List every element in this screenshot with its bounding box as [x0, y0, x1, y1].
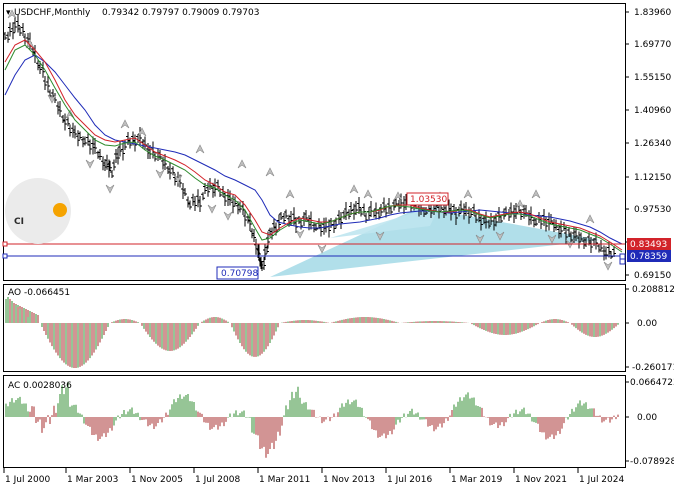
time-tick-label: 1 Nov 2021 [515, 475, 567, 485]
ao-histogram [5, 297, 619, 368]
triangle-pattern [270, 207, 600, 277]
price-tick-label: 0.69150 [634, 271, 671, 281]
fractal-marker [317, 244, 327, 254]
fractal-marker [585, 214, 595, 224]
fractal-marker [105, 184, 115, 194]
fractal-marker [120, 119, 130, 129]
price-tick-label: 1.26340 [634, 139, 671, 149]
fractal-marker [515, 199, 525, 209]
ac-tick-bottom: -0.078928 [630, 457, 674, 467]
fractal-marker [375, 231, 385, 241]
price-tick-label: 1.83960 [634, 8, 671, 18]
price-tag-red: 0.83493 [630, 240, 667, 250]
fractal-marker [463, 189, 473, 199]
ao-tick-bottom: -0.260171 [632, 363, 674, 373]
fractal-marker [47, 94, 57, 104]
ao-panel-frame [3, 284, 626, 372]
fractal-markers [7, 9, 613, 271]
fractal-marker [223, 211, 233, 221]
symbol-arrow-icon: ▾ [6, 8, 11, 18]
fractal-marker [547, 234, 557, 244]
price-tag-blue: 0.78359 [630, 252, 667, 262]
price-tag-blue-box [627, 250, 671, 262]
logo-dot-icon [53, 203, 67, 217]
price-tag-red-box [627, 238, 671, 250]
fractal-marker [7, 9, 17, 19]
broker-logo: CI [5, 178, 71, 244]
ao-tick-top: 0.208812 [632, 285, 674, 295]
fractal-marker [195, 144, 205, 154]
time-tick-label: 1 Mar 2003 [67, 475, 118, 485]
symbol-title: USDCHF,Monthly [14, 8, 91, 18]
fractal-marker [603, 261, 613, 271]
ohlc-values: 0.79342 0.79797 0.79009 0.79703 [102, 8, 259, 18]
fractal-marker [173, 174, 183, 184]
fractal-marker [295, 229, 305, 239]
fractal-marker [349, 184, 359, 194]
time-tick-label: 1 Jul 2024 [579, 475, 624, 485]
triangle-pattern-left [330, 205, 440, 238]
fractal-marker [393, 191, 403, 201]
price-tick-label: 1.69770 [634, 40, 671, 50]
level-handle-blue-right[interactable] [619, 253, 626, 260]
ao-tick-zero: 0.00 [637, 319, 657, 329]
high-label: 1.03530 [410, 195, 447, 205]
low-label-box [216, 266, 259, 280]
ma-green [4, 44, 623, 253]
fractal-marker [475, 234, 485, 244]
time-tick-label: 1 Nov 2005 [131, 475, 183, 485]
fractal-marker [155, 169, 165, 179]
ac-tick-top: 0.0664723 [630, 378, 674, 388]
fractal-marker [531, 189, 541, 199]
price-tick-label: 0.97530 [634, 205, 671, 215]
price-tick-label: 1.55150 [634, 73, 671, 83]
fractal-marker [237, 159, 247, 169]
time-axis: 1 Jul 2000 1 Mar 2003 1 Nov 2005 1 Jul 2008… [3, 468, 624, 485]
level-handle-blue-right2[interactable] [619, 258, 626, 265]
fractal-marker [285, 189, 295, 199]
fractal-marker [207, 204, 217, 214]
time-tick-label: 1 Nov 2013 [323, 475, 375, 485]
ao-label: AO -0.066451 [8, 288, 70, 298]
fractal-marker [363, 189, 373, 199]
time-tick-label: 1 Mar 2011 [259, 475, 310, 485]
fractal-marker [137, 127, 147, 137]
price-tick-label: 1.12150 [634, 173, 671, 183]
time-tick-label: 1 Jul 2016 [387, 475, 432, 485]
ac-panel-frame [3, 375, 626, 468]
low-label: 0.70798 [221, 269, 258, 279]
time-tick-label: 1 Jul 2000 [5, 475, 50, 485]
level-handle-red[interactable] [2, 241, 8, 247]
fractal-marker [265, 167, 275, 177]
price-tick-label: 1.40960 [634, 106, 671, 116]
ac-histogram [5, 381, 619, 458]
high-label-box [406, 192, 449, 206]
fractal-marker [495, 231, 505, 241]
logo-text: CI [14, 217, 24, 227]
level-handle-blue[interactable] [2, 253, 8, 259]
time-tick-label: 1 Mar 2019 [451, 475, 503, 485]
time-tick-label: 1 Jul 2008 [195, 475, 240, 485]
fractal-marker [85, 159, 95, 169]
ma-red [4, 39, 623, 251]
ac-tick-zero: 0.00 [637, 413, 657, 423]
ac-label: AC 0.0028036 [8, 381, 72, 391]
